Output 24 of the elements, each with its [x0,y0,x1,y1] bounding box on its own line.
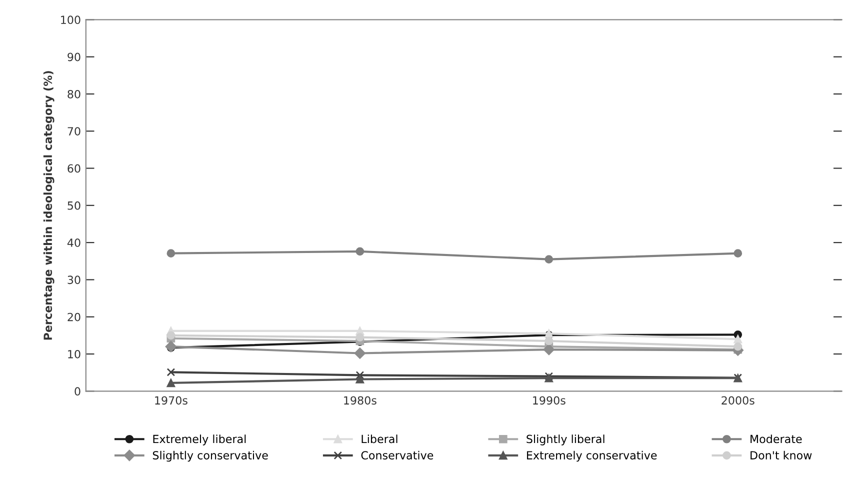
y-tick-label: 100 [61,16,80,24]
y-tick-label: 80 [68,90,80,98]
legend-label: Conservative [361,450,434,460]
legend-label: Don't know [750,450,812,460]
y-tick-label: 10 [68,350,80,358]
legend-label: Slightly liberal [526,434,604,446]
y-tick-label: 90 [68,52,80,62]
y-tick-label: 70 [68,127,80,136]
y-axis-title: Percentage within ideological category (%) [43,71,54,340]
legend-label: Extremely conservative [527,450,657,462]
y-tick-label: 40 [67,238,80,247]
x-tick-label: 1970s [155,396,188,405]
y-tick-label: 0 [74,387,80,396]
legend-label: Liberal [362,434,398,444]
y-tick-label: 20 [68,312,80,322]
legend-label: Extremely liberal [153,434,246,446]
y-tick-label: 60 [68,164,80,173]
legend-label: Slightly conservative [152,450,268,462]
x-tick-label: 1990s [533,396,566,405]
legend-label: Moderate [750,434,802,444]
x-tick-label: 1980s [344,396,376,405]
x-tick-label: 2000s [722,396,754,405]
y-tick-label: 30 [68,276,80,284]
y-tick-label: 50 [68,201,80,210]
